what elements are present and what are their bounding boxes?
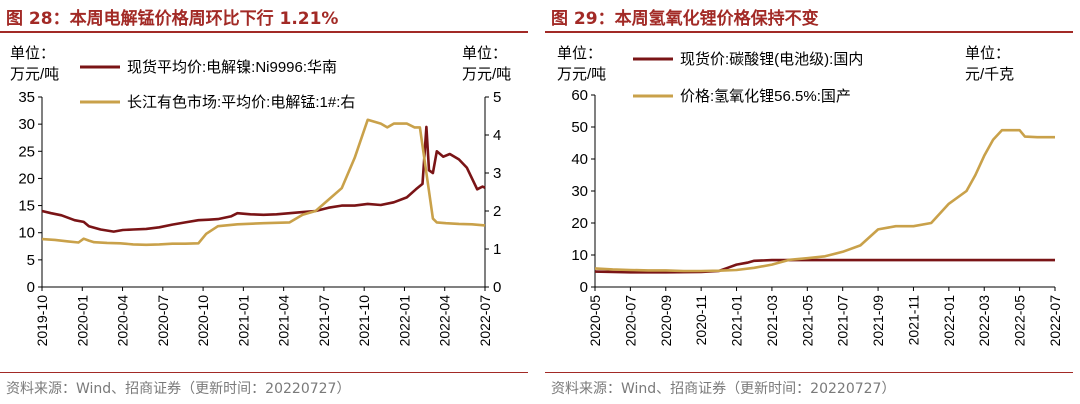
y-tick-label-left: 10 xyxy=(18,225,35,242)
x-tick-label: 2020-11 xyxy=(693,295,709,346)
y-unit-label-left-line2: 万元/吨 xyxy=(10,66,59,83)
x-tick-label: 2022-05 xyxy=(1012,295,1028,347)
source-rule xyxy=(0,372,528,373)
y-unit-label-left-line1: 单位： xyxy=(10,45,55,62)
x-tick-label: 2021-07 xyxy=(835,295,851,347)
y-tick-label-right: 0 xyxy=(493,279,501,296)
x-tick-label: 2020-07 xyxy=(155,295,171,347)
y-tick-label-left: 20 xyxy=(18,170,35,187)
y-tick-label-left: 35 xyxy=(18,89,35,106)
x-tick-label: 2021-01 xyxy=(729,295,745,347)
x-tick-label: 2020-07 xyxy=(622,295,638,347)
chart-plot-lithium: 0 10 20 30 40 50 60 2020-05 2020-07 2020-09 2020-1… xyxy=(557,45,1063,347)
y-tick-label-right: 1 xyxy=(493,241,501,258)
y-tick-label-left: 40 xyxy=(571,151,588,168)
x-tick-label: 2020-01 xyxy=(74,295,90,347)
y-tick-label-left: 10 xyxy=(571,247,588,264)
x-tick-label: 2022-01 xyxy=(396,295,412,347)
source-rule xyxy=(545,372,1073,373)
legend-label: 长江有色市场:平均价:电解锰:1#:右 xyxy=(127,94,355,111)
y-unit-label-left-line1: 单位： xyxy=(557,45,602,62)
x-tick-label: 2022-01 xyxy=(941,295,957,347)
y-tick-label-left: 0 xyxy=(580,279,588,296)
y-unit-label-right-line1: 单位： xyxy=(965,45,1010,62)
legend-label: 现货平均价:电解镍:Ni9996:华南 xyxy=(127,58,337,76)
x-tick-label: 2021-09 xyxy=(870,295,886,347)
x-tick-label: 2021-05 xyxy=(799,295,815,347)
x-tick-label: 2021-10 xyxy=(356,295,372,347)
y-unit-label-right-line1: 单位： xyxy=(462,45,507,62)
y-unit-label-right-line2: 万元/吨 xyxy=(462,66,511,83)
title-rule xyxy=(0,31,528,33)
y-tick-label-left: 25 xyxy=(18,143,35,160)
x-tick-label: 2022-07 xyxy=(1047,295,1063,347)
series-line-2 xyxy=(41,118,486,247)
x-tick-label: 2022-04 xyxy=(437,295,453,347)
x-tick-label: 2019-10 xyxy=(34,295,50,347)
x-tick-label: 2021-07 xyxy=(316,295,332,347)
chart-plot-mn: 0 5 10 15 20 25 30 35 0 1 2 3 4 5 2019-10 2020-01 2020-0… xyxy=(10,45,511,347)
x-tick-label: 2022-03 xyxy=(976,295,992,347)
y-tick-label-left: 20 xyxy=(571,215,588,232)
y-tick-label-left: 5 xyxy=(27,252,35,269)
series-line-1 xyxy=(41,125,486,233)
chart-title: 图 28：本周电解锰价格周环比下行 1.21% xyxy=(6,9,339,29)
y-tick-label-right: 3 xyxy=(493,165,501,182)
x-tick-label: 2021-11 xyxy=(905,295,921,346)
y-tick-label-right: 4 xyxy=(493,127,501,144)
chart-source: 资料来源：Wind、招商证券（更新时间：20220727） xyxy=(551,381,896,397)
title-rule xyxy=(545,31,1073,33)
series-line-2 xyxy=(594,128,1055,273)
y-tick-label-left: 30 xyxy=(18,116,35,133)
y-tick-label-right: 2 xyxy=(493,203,501,220)
y-tick-label-left: 15 xyxy=(18,198,35,215)
y-tick-label-left: 30 xyxy=(571,183,588,200)
legend-label: 价格:氢氧化锂56.5%:国产 xyxy=(680,88,851,105)
x-tick-label: 2020-09 xyxy=(658,295,674,347)
x-tick-label: 2021-03 xyxy=(764,295,780,347)
chart-source: 资料来源：Wind、招商证券（更新时间：20220727） xyxy=(6,381,351,397)
y-tick-label-left: 50 xyxy=(571,119,588,136)
chart-title: 图 29：本周氢氧化锂价格保持不变 xyxy=(551,9,819,29)
chart-panel-lithium: 图 29：本周氢氧化锂价格保持不变 0 10 20 30 40 50 60 2020-05 20… xyxy=(545,0,1075,404)
x-tick-label: 2020-10 xyxy=(195,295,211,347)
x-tick-label: 2022-07 xyxy=(477,295,493,347)
x-tick-label: 2020-04 xyxy=(115,295,131,347)
x-tick-label: 2021-01 xyxy=(235,295,251,347)
y-tick-label-left: 60 xyxy=(571,87,588,104)
y-tick-label-right: 5 xyxy=(493,89,501,106)
y-unit-label-left-line2: 万元/吨 xyxy=(557,66,606,83)
x-tick-label: 2021-04 xyxy=(276,295,292,347)
legend-label: 现货价:碳酸锂(电池级):国内 xyxy=(680,51,863,68)
x-tick-label: 2020-05 xyxy=(587,295,603,347)
y-tick-label-left: 0 xyxy=(27,279,35,296)
y-unit-label-right-line2: 元/千克 xyxy=(965,66,1014,83)
chart-panel-mn: 图 28：本周电解锰价格周环比下行 1.21% 0 5 10 15 20 25 30 35 0 1… xyxy=(0,0,530,404)
